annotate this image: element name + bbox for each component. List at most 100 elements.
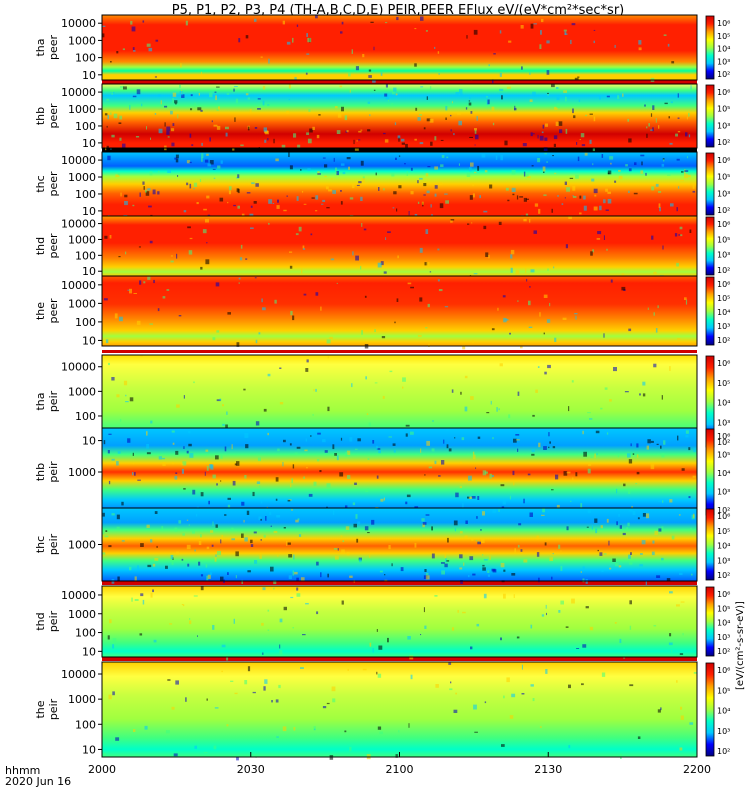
spectrogram-speckle xyxy=(500,562,505,568)
spectrogram-speckle xyxy=(545,604,547,609)
spectrogram-speckle xyxy=(372,647,374,653)
spectrogram-speckle xyxy=(469,195,473,200)
spectrogram-speckle xyxy=(349,197,354,200)
spectrogram-speckle xyxy=(426,118,431,122)
spectrogram-speckle xyxy=(226,724,229,727)
spectrogram-speckle xyxy=(545,123,548,127)
spectrogram-speckle xyxy=(554,106,558,110)
spectrogram-speckle xyxy=(419,142,424,145)
spectrogram-speckle xyxy=(385,96,389,100)
spectrogram-speckle xyxy=(594,518,598,523)
spectrogram-speckle xyxy=(538,208,541,214)
spectrogram-speckle xyxy=(419,247,423,253)
spectrogram-speckle xyxy=(162,462,166,466)
spectrogram-speckle xyxy=(268,222,270,225)
spectrogram-speckle xyxy=(650,106,652,108)
spectrogram-speckle xyxy=(254,560,258,564)
spectrogram-speckle xyxy=(395,157,397,160)
spectrogram-speckle xyxy=(124,194,128,198)
spectrogram-speckle xyxy=(131,26,136,32)
chart-title: P5, P1, P2, P3, P4 (TH-A,B,C,D,E) PEIR,P… xyxy=(172,3,625,18)
spectrogram-speckle xyxy=(162,296,166,299)
spectrogram-speckle xyxy=(383,497,385,501)
spectrogram-speckle xyxy=(176,253,178,259)
spectrogram-speckle xyxy=(622,93,624,97)
spectrogram-speckle xyxy=(102,529,105,535)
spectrogram-speckle xyxy=(182,604,185,607)
spectrogram-speckle xyxy=(641,540,646,545)
spectrogram-speckle xyxy=(358,181,362,184)
spectrogram-speckle xyxy=(353,523,357,528)
spectrogram-speckle xyxy=(287,499,291,502)
spectrogram-speckle xyxy=(618,565,622,568)
spectrogram-speckle xyxy=(410,674,413,680)
spectrogram-speckle xyxy=(427,303,430,308)
spectrogram-speckle xyxy=(197,635,198,637)
y-tick-label: 100 xyxy=(75,316,96,329)
spectrogram-speckle xyxy=(618,175,623,180)
spectrogram-speckle xyxy=(374,382,378,384)
spectrogram-speckle xyxy=(146,126,147,130)
spectrogram-speckle xyxy=(544,371,547,375)
spectrogram-speckle xyxy=(302,245,305,249)
colorbar-tick-label: 10⁴ xyxy=(717,45,730,54)
spectrogram-speckle xyxy=(376,629,378,632)
spectrogram-speckle xyxy=(535,389,538,393)
spectrogram-speckle xyxy=(657,709,661,713)
y-tick-label: 10 xyxy=(82,645,96,658)
spectrogram-speckle xyxy=(167,169,171,173)
spectrogram-speckle xyxy=(180,63,182,68)
spectrogram-speckle xyxy=(216,125,221,130)
spectrogram-speckle xyxy=(492,508,497,513)
spectrogram-speckle xyxy=(120,192,122,197)
spectrogram-speckle xyxy=(114,313,118,319)
spectrogram-speckle xyxy=(312,126,315,130)
colorbar-tick-label: 10³ xyxy=(717,121,730,130)
spectrogram-speckle xyxy=(152,589,154,593)
spectrogram-speckle xyxy=(253,201,257,204)
colorbar-tick-label: 10⁵ xyxy=(717,294,730,303)
spectrogram-speckle xyxy=(376,445,378,450)
spectrogram-speckle xyxy=(130,20,133,25)
spectrogram-speckle xyxy=(610,162,612,165)
colorbar-tick-label: 10⁵ xyxy=(717,527,730,536)
spectrogram-speckle xyxy=(145,189,147,193)
spectrogram-speckle xyxy=(378,187,380,191)
spectrogram-speckle xyxy=(340,190,342,192)
spectrogram-speckle xyxy=(531,165,534,167)
spectrogram-speckle xyxy=(525,213,529,216)
spectrogram-speckle xyxy=(103,298,108,301)
spectrogram-speckle xyxy=(224,446,227,452)
spectrogram-speckle xyxy=(680,234,683,237)
spectrogram-speckle xyxy=(429,271,432,273)
spectrogram-speckle xyxy=(175,102,177,105)
spectrogram-speckle xyxy=(434,136,437,141)
spectrogram-speckle xyxy=(546,70,550,75)
spectrogram-speckle xyxy=(439,203,444,209)
colorbar xyxy=(705,276,715,346)
spectrogram-speckle xyxy=(603,553,607,555)
spectrogram-speckle xyxy=(185,20,188,26)
spectrogram-speckle xyxy=(599,205,602,211)
spectrogram-speckle xyxy=(677,131,681,133)
spectrogram-speckle xyxy=(290,310,293,316)
spectrogram-speckle xyxy=(595,430,600,434)
spectrogram-speckle xyxy=(560,600,564,605)
spectrogram-speckle xyxy=(454,437,456,439)
spectrogram-speckle xyxy=(531,449,535,453)
spectrogram-speckle xyxy=(632,511,636,515)
spectrogram-speckle xyxy=(125,394,127,397)
spectrogram-speckle xyxy=(236,188,239,192)
panel-probe-label: thb xyxy=(34,463,47,481)
spectrogram-speckle xyxy=(111,458,115,461)
spectrogram-speckle xyxy=(410,191,414,195)
spectrogram-speckle xyxy=(359,558,362,563)
y-tick-label: 1000 xyxy=(68,233,96,246)
spectrogram-speckle xyxy=(470,162,474,167)
spectrogram-speckle xyxy=(349,89,351,93)
spectrogram-speckle xyxy=(227,504,231,508)
spectrogram-speckle xyxy=(651,186,655,191)
spectrogram-speckle xyxy=(349,575,353,578)
